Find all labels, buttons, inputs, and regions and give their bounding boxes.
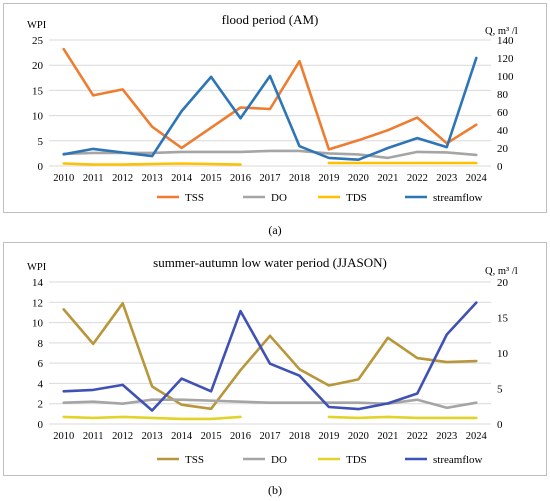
chart-a-xtick-label: 2015 <box>201 173 222 184</box>
chart-a-ytick-label: 20 <box>32 60 44 72</box>
chart-b-ytick-label: 14 <box>32 277 44 289</box>
chart-b-y2label: Q, m³ /l <box>485 266 518 277</box>
chart-b-xtick-label: 2011 <box>83 431 104 442</box>
chart-b-xtick-label: 2017 <box>260 431 281 442</box>
chart-a-y2tick-label: 40 <box>497 125 509 137</box>
chart-a-y2tick-label: 100 <box>497 71 514 83</box>
chart-b: 0 2 4 6 8 10 12 14 0 5 10 15 20 2010 2011 2012 2013 2014 2… <box>27 255 518 466</box>
chart-b-xtick-label: 2022 <box>407 431 428 442</box>
chart-a-ytick-label: 0 <box>38 161 44 173</box>
chart-a-legend-label-streamflow: streamflow <box>433 192 483 204</box>
chart-a-title: flood period (AM) <box>222 12 319 27</box>
chart-a-xtick-label: 2024 <box>466 173 488 184</box>
chart-b-y2tick-label: 5 <box>497 384 503 396</box>
chart-b-ytick-label: 6 <box>38 358 44 370</box>
chart-b-frame <box>3 242 547 476</box>
chart-b-y2tick-label: 10 <box>497 348 509 360</box>
chart-a-y2tick-label: 80 <box>497 89 509 101</box>
caption-b: (b) <box>268 483 282 497</box>
chart-a: 0 5 10 15 20 25 0 20 40 60 80 100 120 140 2010 2011 2012… <box>27 12 518 204</box>
chart-a-y2label: Q, m³ /l <box>485 26 518 37</box>
chart-b-ytick-label: 2 <box>38 399 44 411</box>
chart-b-ytick-label: 12 <box>32 297 43 309</box>
chart-b-ytick-label: 8 <box>38 338 44 350</box>
chart-b-xtick-label: 2023 <box>436 431 457 442</box>
chart-b-ytick-label: 0 <box>38 419 44 431</box>
chart-b-ylabel: WPI <box>27 262 47 273</box>
chart-a-xtick-label: 2011 <box>83 173 104 184</box>
chart-a-legend-label-tds: TDS <box>346 192 367 204</box>
chart-a-y2tick-label: 20 <box>497 143 509 155</box>
caption-a: (a) <box>268 223 282 237</box>
chart-a-xtick-label: 2021 <box>377 173 398 184</box>
chart-a-legend-label-tss: TSS <box>185 192 204 204</box>
chart-a-series-tds-line <box>62 161 478 166</box>
chart-a-y2tick-label: 0 <box>497 161 503 173</box>
chart-a-ylabel: WPI <box>27 20 47 31</box>
chart-a-xtick-label: 2022 <box>407 173 428 184</box>
chart-b-series-do-line <box>62 398 478 410</box>
chart-a-series-tss-line <box>62 47 478 151</box>
chart-b-legend-label-tds: TDS <box>346 454 367 466</box>
chart-a-xtick-label: 2018 <box>289 173 310 184</box>
chart-a-y2tick-label: 120 <box>497 53 514 65</box>
chart-a-legend-label-do: DO <box>271 192 287 204</box>
chart-b-xtick-label: 2012 <box>112 431 133 442</box>
chart-b-ytick-label: 4 <box>38 378 44 390</box>
chart-a-xtick-label: 2016 <box>230 173 251 184</box>
chart-b-xtick-label: 2014 <box>171 431 193 442</box>
chart-a-ytick-label: 5 <box>38 136 44 148</box>
chart-b-legend-label-tss: TSS <box>185 454 204 466</box>
chart-b-ytick-label: 10 <box>32 318 44 330</box>
chart-a-frame <box>3 3 547 213</box>
chart-a-ytick-label: 15 <box>32 85 44 97</box>
chart-b-series-tds-line <box>62 415 478 421</box>
chart-a-xtick-label: 2020 <box>348 173 369 184</box>
chart-a-y2tick-label: 140 <box>497 35 514 47</box>
chart-b-xtick-label: 2016 <box>230 431 251 442</box>
chart-b-title: summer-autumn low water period (JJASON) <box>153 255 387 270</box>
chart-b-y2tick-label: 0 <box>497 419 503 431</box>
chart-b-xtick-label: 2018 <box>289 431 310 442</box>
chart-a-xtick-label: 2017 <box>260 173 281 184</box>
chart-a-xtick-label: 2019 <box>318 173 339 184</box>
chart-a-ytick-label: 10 <box>32 111 44 123</box>
chart-b-legend-label-streamflow: streamflow <box>433 454 483 466</box>
chart-b-y2tick-label: 20 <box>497 277 509 289</box>
chart-b-xtick-label: 2015 <box>201 431 222 442</box>
chart-a-y2tick-label: 60 <box>497 107 509 119</box>
chart-a-xtick-label: 2010 <box>53 173 74 184</box>
chart-b-xtick-label: 2024 <box>466 431 488 442</box>
chart-a-xtick-label: 2014 <box>171 173 193 184</box>
chart-b-series-streamflow-line <box>62 301 478 412</box>
chart-b-xtick-label: 2013 <box>142 431 163 442</box>
chart-b-xtick-label: 2019 <box>318 431 339 442</box>
chart-b-series-tss-line <box>62 302 478 411</box>
chart-b-y2tick-label: 15 <box>497 313 509 325</box>
chart-a-xtick-label: 2013 <box>142 173 163 184</box>
chart-b-xtick-label: 2020 <box>348 431 369 442</box>
chart-a-ytick-label: 25 <box>32 35 44 47</box>
chart-b-xtick-label: 2010 <box>53 431 74 442</box>
chart-a-xtick-label: 2012 <box>112 173 133 184</box>
chart-a-xtick-label: 2023 <box>436 173 457 184</box>
chart-b-xtick-label: 2021 <box>377 431 398 442</box>
chart-b-legend-label-do: DO <box>271 454 287 466</box>
chart-a-series-streamflow-line <box>62 56 478 161</box>
